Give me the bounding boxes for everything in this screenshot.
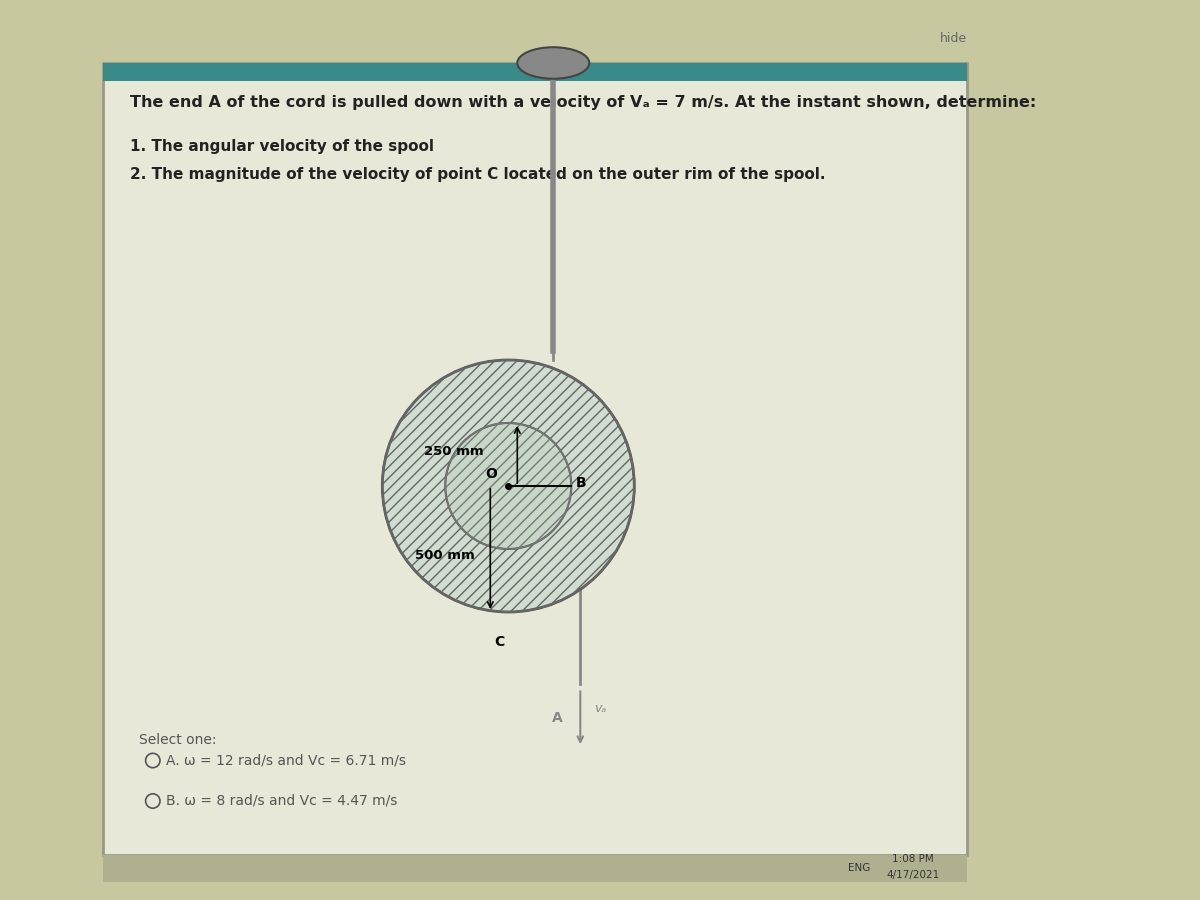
Text: 1. The angular velocity of the spool: 1. The angular velocity of the spool — [131, 140, 434, 155]
Circle shape — [445, 423, 571, 549]
Text: vₐ: vₐ — [594, 702, 606, 716]
Text: O: O — [486, 467, 498, 482]
Text: hide: hide — [940, 32, 967, 44]
FancyBboxPatch shape — [103, 63, 967, 81]
Text: A. ω = 12 rad/s and Vᴄ = 6.71 m/s: A. ω = 12 rad/s and Vᴄ = 6.71 m/s — [167, 753, 407, 768]
Text: C: C — [494, 634, 504, 649]
Text: ENG: ENG — [848, 862, 870, 873]
Ellipse shape — [517, 47, 589, 79]
Text: A: A — [552, 711, 563, 724]
Circle shape — [383, 360, 635, 612]
Text: 500 mm: 500 mm — [415, 549, 475, 562]
FancyBboxPatch shape — [103, 855, 967, 882]
Text: B. ω = 8 rad/s and Vᴄ = 4.47 m/s: B. ω = 8 rad/s and Vᴄ = 4.47 m/s — [167, 794, 397, 808]
Text: 2. The magnitude of the velocity of point C located on the outer rim of the spoo: 2. The magnitude of the velocity of poin… — [131, 166, 826, 182]
Text: B: B — [576, 476, 587, 491]
Text: 1:08 PM: 1:08 PM — [893, 854, 934, 865]
Text: 250 mm: 250 mm — [425, 445, 484, 458]
Text: Select one:: Select one: — [139, 734, 217, 748]
Text: 4/17/2021: 4/17/2021 — [887, 869, 940, 880]
Text: The end A of the cord is pulled down with a velocity of Vₐ = 7 m/s. At the insta: The end A of the cord is pulled down wit… — [131, 94, 1037, 110]
FancyBboxPatch shape — [103, 63, 967, 855]
